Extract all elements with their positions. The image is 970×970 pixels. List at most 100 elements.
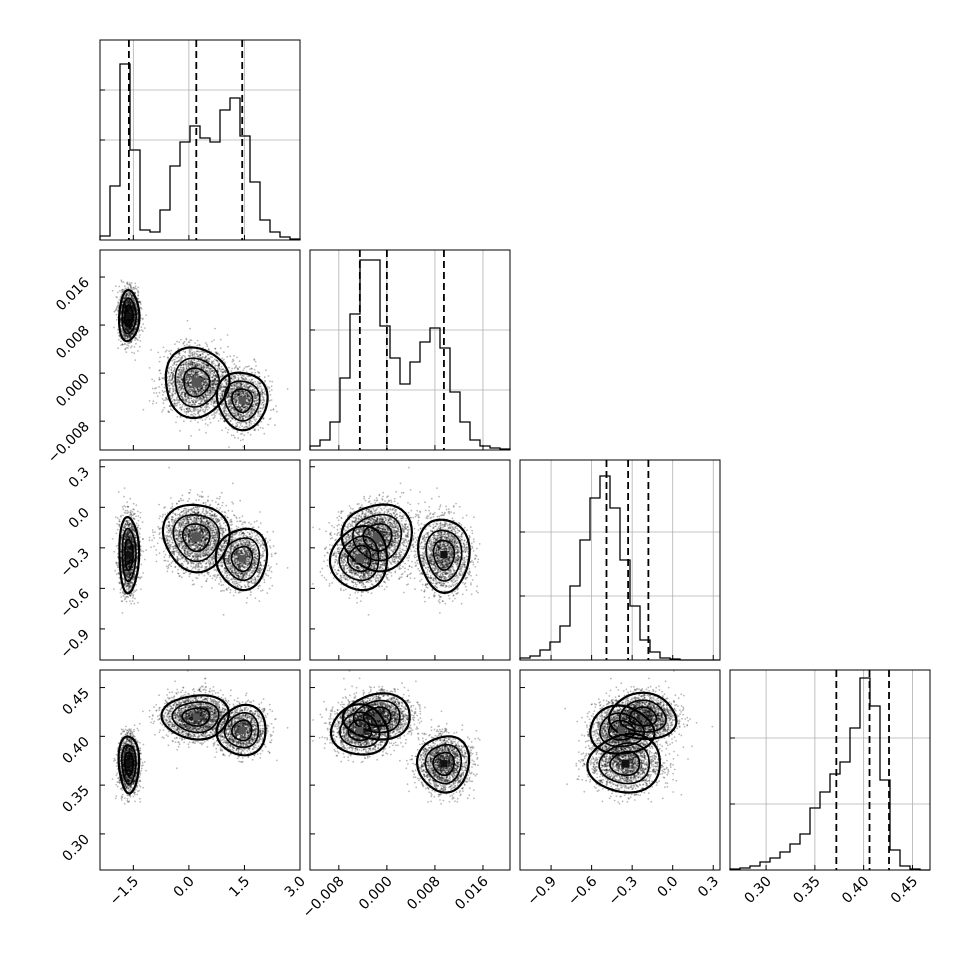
sample-point [186, 381, 189, 384]
sample-point [213, 410, 215, 413]
sample-point [200, 397, 203, 400]
sample-point [122, 317, 125, 320]
sample-point [226, 396, 229, 399]
sample-point [239, 392, 242, 395]
sample-point [190, 370, 193, 373]
sample-point [185, 376, 188, 379]
sample-point [123, 333, 126, 335]
sample-point [137, 286, 140, 289]
sample-point [134, 337, 137, 340]
sample-point [238, 409, 241, 411]
sample-point [184, 364, 187, 366]
sample-point [136, 316, 139, 319]
sample-point [124, 325, 126, 327]
sample-point [180, 338, 182, 341]
sample-point [165, 349, 168, 352]
sample-point [267, 386, 269, 388]
sample-point [247, 388, 249, 390]
sample-point [202, 398, 205, 400]
sample-point [215, 351, 217, 354]
sample-point [229, 392, 232, 395]
sample-point [275, 405, 277, 407]
sample-point [263, 393, 266, 395]
sample-point [200, 388, 203, 391]
sample-point [192, 371, 195, 374]
sample-point [249, 388, 252, 391]
sample-point [241, 432, 244, 435]
sample-point [234, 414, 236, 417]
sample-point [240, 385, 242, 388]
sample-point [189, 410, 192, 413]
sample-point [224, 385, 226, 388]
sample-point [187, 375, 190, 377]
sample-point [210, 401, 213, 404]
sample-point [213, 383, 216, 386]
sample-point [246, 396, 249, 398]
sample-point [218, 367, 221, 370]
sample-point [130, 310, 133, 313]
sample-point [212, 373, 215, 376]
sample-point [258, 371, 260, 374]
sample-point [251, 389, 254, 392]
sample-point [233, 383, 236, 386]
sample-point [202, 362, 205, 365]
sample-point [120, 324, 123, 327]
sample-point [179, 394, 182, 397]
sample-point [182, 350, 185, 352]
sample-point [234, 403, 237, 405]
sample-point [233, 398, 235, 400]
sample-point [128, 293, 131, 296]
sample-point [241, 405, 244, 407]
density-panel-1-0 [99, 249, 301, 451]
sample-point [137, 294, 140, 296]
sample-point [239, 373, 242, 376]
sample-point [206, 383, 209, 385]
sample-point [194, 365, 197, 368]
sample-point [212, 380, 215, 383]
sample-point [237, 414, 240, 416]
sample-point [195, 401, 197, 403]
sample-point [122, 332, 124, 335]
sample-point [131, 325, 134, 328]
sample-point [226, 431, 229, 434]
sample-point [195, 387, 198, 390]
sample-point [208, 406, 211, 409]
sample-point [188, 385, 191, 388]
sample-point [182, 366, 185, 369]
sample-point [222, 368, 225, 371]
sample-point [207, 365, 210, 367]
sample-point [238, 390, 240, 393]
sample-point [248, 379, 251, 381]
sample-point [137, 297, 140, 300]
sample-point [211, 388, 214, 390]
sample-point [125, 300, 128, 303]
sample-point [216, 353, 219, 355]
sample-point [196, 364, 199, 367]
sample-point [180, 392, 183, 394]
sample-point [252, 391, 254, 394]
sample-point [210, 383, 213, 386]
sample-point [223, 389, 225, 392]
sample-point [245, 421, 248, 424]
sample-point [239, 405, 242, 408]
sample-point [128, 319, 131, 321]
sample-point [236, 397, 239, 400]
sample-point [198, 344, 201, 347]
sample-point [230, 370, 233, 372]
sample-point [252, 391, 255, 394]
sample-point [205, 394, 207, 397]
sample-point [170, 369, 173, 371]
panel-frame [729, 669, 931, 871]
sample-point [193, 370, 196, 373]
sample-point [184, 392, 187, 394]
sample-point [178, 341, 181, 344]
sample-point [115, 313, 118, 316]
sample-point [219, 338, 222, 341]
sample-point [201, 357, 203, 360]
sample-point [189, 354, 192, 357]
sample-point [248, 394, 250, 397]
sample-point [221, 383, 224, 385]
sample-point [238, 384, 241, 386]
sample-point [249, 400, 252, 403]
sample-point [194, 403, 196, 405]
